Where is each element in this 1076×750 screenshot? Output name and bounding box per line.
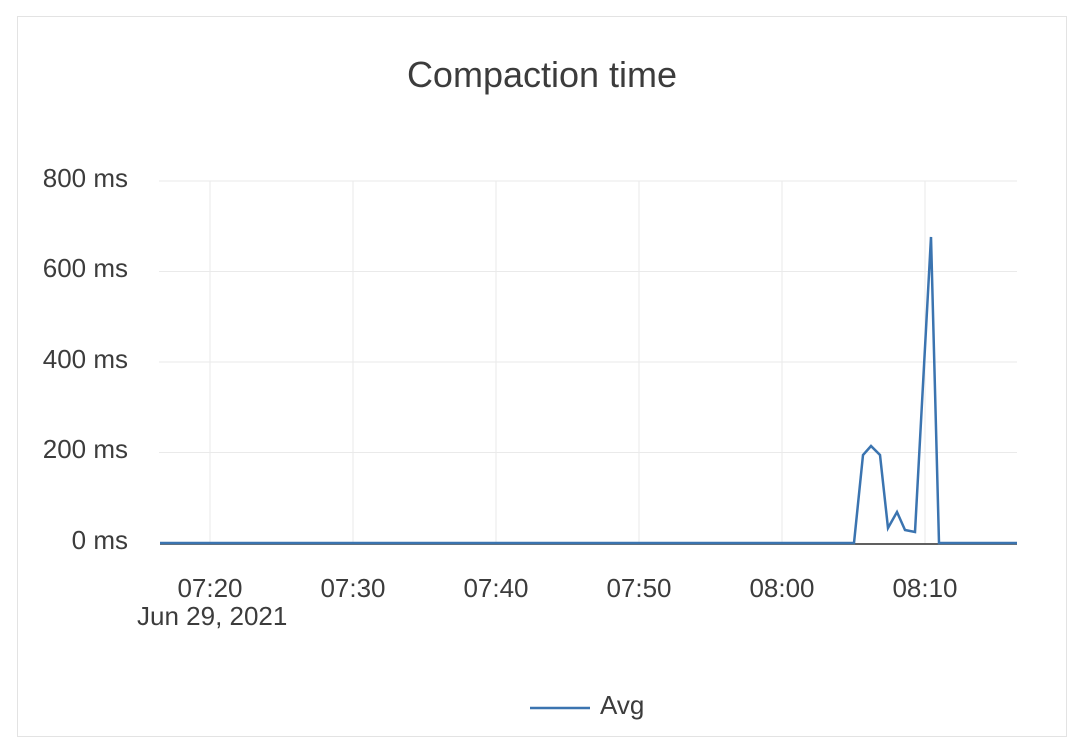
svg-text:08:00: 08:00	[749, 573, 814, 603]
svg-text:400 ms: 400 ms	[43, 344, 128, 374]
svg-text:Avg: Avg	[600, 690, 644, 720]
svg-text:800 ms: 800 ms	[43, 163, 128, 193]
svg-text:07:40: 07:40	[463, 573, 528, 603]
svg-text:08:10: 08:10	[892, 573, 957, 603]
svg-text:200 ms: 200 ms	[43, 434, 128, 464]
svg-text:0 ms: 0 ms	[72, 525, 128, 555]
svg-text:07:20: 07:20	[177, 573, 242, 603]
svg-text:Jun 29, 2021: Jun 29, 2021	[137, 601, 287, 631]
svg-text:600 ms: 600 ms	[43, 253, 128, 283]
svg-text:07:30: 07:30	[320, 573, 385, 603]
svg-text:07:50: 07:50	[606, 573, 671, 603]
